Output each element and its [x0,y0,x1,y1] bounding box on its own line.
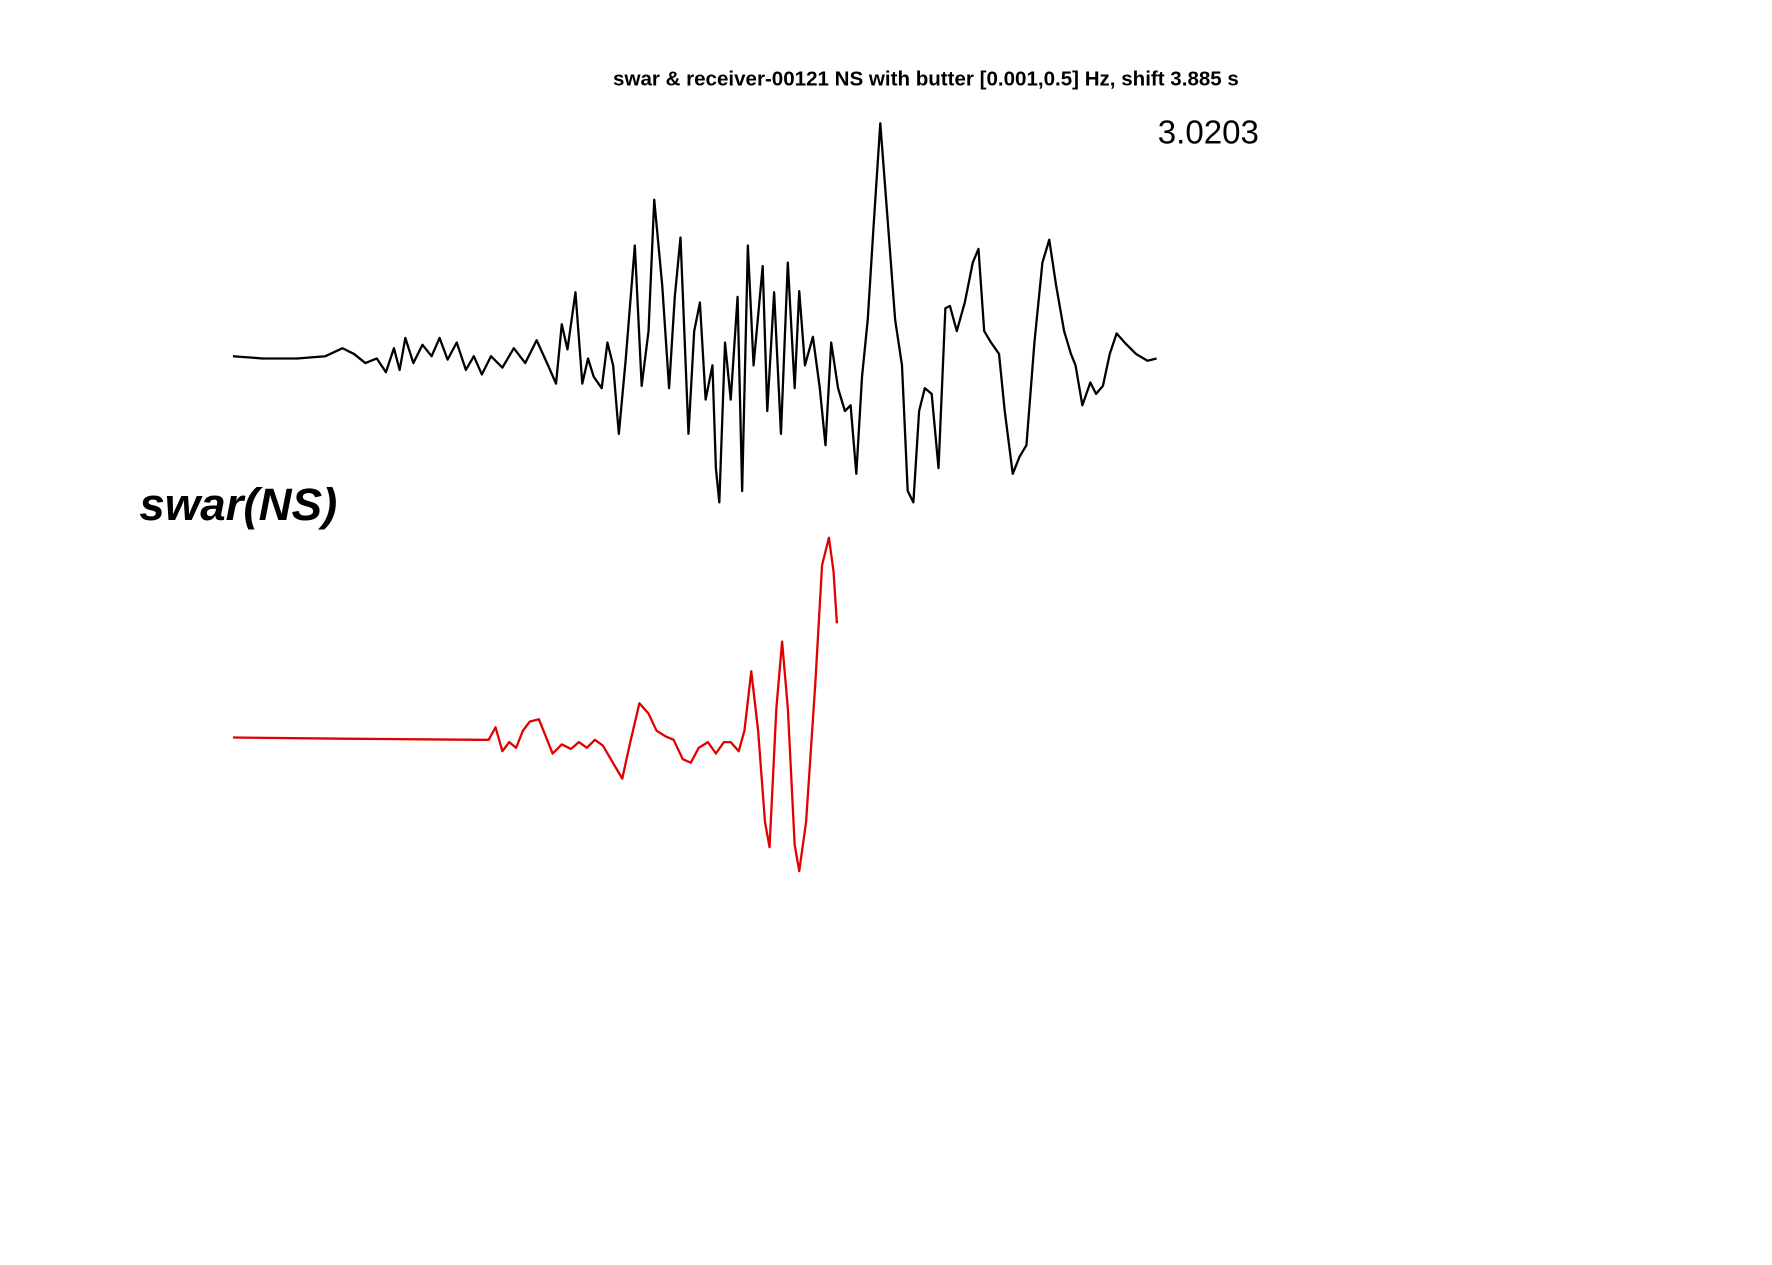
trace-label: swar(NS) [139,479,337,530]
trace [232,536,839,873]
chart-title: swar & receiver-00121 NS with butter [0.… [613,67,1239,90]
annotation: 3.0203 [1158,114,1259,151]
trace [232,122,1157,504]
